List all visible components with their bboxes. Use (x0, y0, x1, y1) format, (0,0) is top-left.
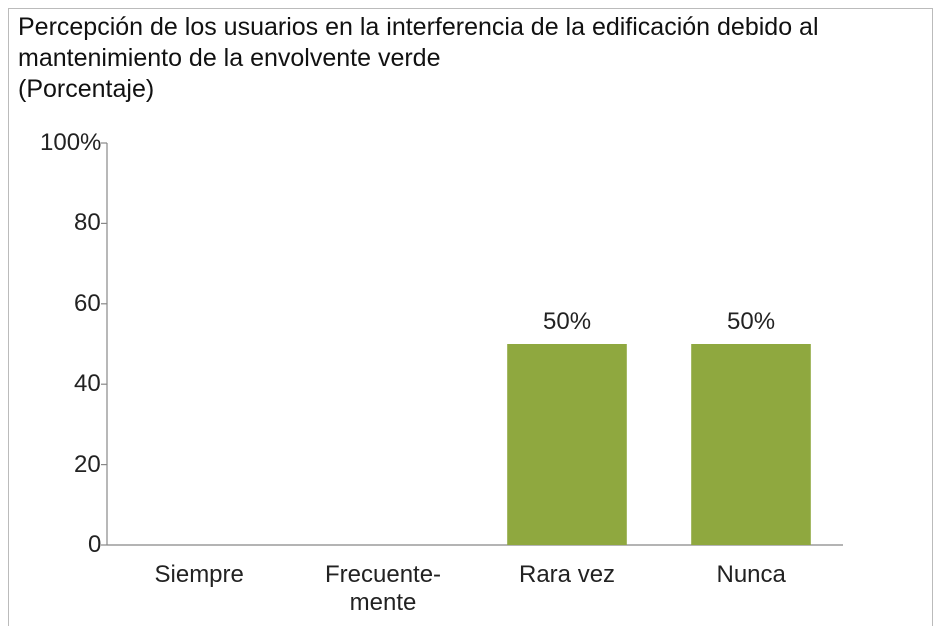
y-tick-label: 80 (74, 209, 101, 237)
bar (507, 344, 627, 545)
y-tick-label: 100% (40, 129, 102, 156)
title-block: Percepción de los usuarios en la interfe… (18, 12, 933, 105)
chart-title: Percepción de los usuarios en la interfe… (18, 13, 819, 72)
y-tick-label: 40 (74, 370, 101, 398)
frame (8, 8, 933, 626)
bar (691, 344, 811, 545)
chart-subtitle: (Porcentaje) (18, 75, 155, 103)
x-tick-label: Frecuente- mente (325, 561, 442, 616)
value-label: 50% (727, 308, 776, 335)
x-tick-label: Nunca (716, 561, 786, 588)
x-tick-label: Rara vez (519, 561, 616, 588)
value-label: 50% (543, 308, 592, 335)
y-tick-label: 60 (74, 289, 101, 317)
y-tick-label: 0 (88, 531, 102, 558)
y-tick-label: 20 (74, 450, 101, 478)
x-tick-label: Siempre (154, 561, 244, 588)
